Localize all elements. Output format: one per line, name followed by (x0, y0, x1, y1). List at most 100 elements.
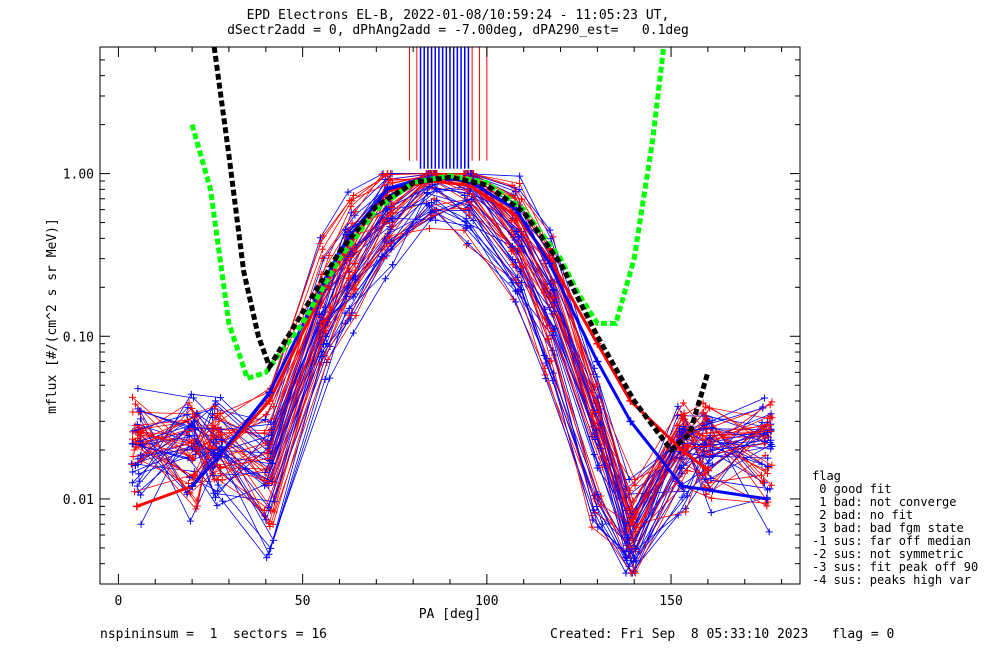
red-data-point (766, 421, 774, 429)
red-data-point (351, 208, 359, 216)
red-data-point (266, 427, 274, 435)
red-data-point (509, 247, 517, 255)
blue-data-point (632, 557, 640, 565)
flag-legend-item: 1 bad: not converge (812, 495, 957, 509)
blue-data-point (550, 285, 558, 293)
blue-data-point (128, 479, 136, 487)
blue-trace-line (139, 183, 768, 563)
blue-data-point (218, 443, 226, 451)
red-data-point (130, 488, 138, 496)
red-data-point (763, 502, 771, 510)
red-data-point (543, 322, 551, 330)
red-data-point (352, 266, 360, 274)
red-data-point (263, 448, 271, 456)
blue-data-point (760, 394, 768, 402)
blue-data-point (511, 236, 519, 244)
blue-data-point (128, 440, 136, 448)
blue-trace-line (142, 178, 772, 568)
blue-trace-line (132, 199, 768, 559)
blue-data-point (344, 188, 352, 196)
blue-data-point (680, 461, 688, 469)
blue-data-point (351, 272, 359, 280)
blue-data-point (137, 520, 145, 528)
x-tick-label: 150 (659, 594, 682, 609)
red-data-point (210, 475, 218, 483)
blue-data-point (427, 208, 435, 216)
blue-data-point (187, 390, 195, 398)
red-data-point (186, 489, 194, 497)
blue-data-point (219, 497, 227, 505)
red-data-point (386, 240, 394, 248)
red-data-point (265, 519, 273, 527)
red-trace-line (134, 201, 764, 553)
blue-data-point (674, 402, 682, 410)
blue-trace-line (132, 185, 770, 556)
red-median-point (678, 445, 687, 454)
red-data-point (757, 471, 765, 479)
blue-data-point (190, 394, 198, 402)
red-data-point (388, 203, 396, 211)
red-data-point (210, 402, 218, 410)
blue-data-point (766, 485, 774, 493)
blue-data-point (767, 436, 775, 444)
blue-data-point (133, 482, 141, 490)
blue-data-point (267, 544, 275, 552)
red-data-point (351, 260, 359, 268)
flag-legend-item: 3 bad: bad fgm state (812, 521, 964, 535)
red-data-point (589, 408, 597, 416)
red-data-point (271, 479, 279, 487)
blue-median-point (626, 417, 635, 426)
blue-trace-line (140, 201, 771, 553)
red-data-point (262, 411, 270, 419)
red-data-point (766, 412, 774, 420)
blue-data-point (213, 502, 221, 510)
blue-data-point (347, 209, 355, 217)
blue-data-point (541, 305, 549, 313)
blue-data-point (517, 278, 525, 286)
red-data-point (385, 177, 393, 185)
y-tick-label: 1.00 (63, 168, 94, 183)
red-data-point (352, 312, 360, 320)
red-data-point (708, 494, 716, 502)
red-trace-line (132, 207, 768, 575)
red-data-point (759, 477, 767, 485)
blue-data-point (460, 191, 468, 199)
blue-data-point (594, 394, 602, 402)
blue-data-point (590, 364, 598, 372)
blue-data-point (216, 394, 224, 402)
blue-data-point (624, 534, 632, 542)
blue-data-point (542, 375, 550, 383)
red-data-point (317, 320, 325, 328)
red-data-point (211, 424, 219, 432)
blue-median-point (545, 259, 554, 268)
blue-data-point (514, 233, 522, 241)
red-data-point (422, 170, 430, 178)
red-median-point (265, 396, 274, 405)
red-data-point (189, 454, 197, 462)
red-data-point (705, 404, 713, 412)
x-tick-label: 100 (475, 594, 498, 609)
red-data-point (211, 412, 219, 420)
footer-right: Created: Fri Sep 8 05:33:10 2023 flag = … (550, 627, 895, 642)
red-data-point (134, 408, 142, 416)
blue-data-point (349, 329, 357, 337)
red-data-point (627, 521, 635, 529)
red-data-point (699, 435, 707, 443)
blue-data-point (758, 460, 766, 468)
blue-data-point (131, 461, 139, 469)
red-data-point (191, 470, 199, 478)
blue-data-point (341, 226, 349, 234)
red-data-point (318, 254, 326, 262)
red-data-point (193, 502, 201, 510)
blue-trace-line (140, 210, 770, 559)
blue-data-point (187, 420, 195, 428)
blue-data-point (463, 222, 471, 230)
blue-data-point (130, 427, 138, 435)
blue-data-point (708, 424, 716, 432)
blue-data-point (700, 421, 708, 429)
blue-data-point (516, 172, 524, 180)
footer-left: nspininsum = 1 sectors = 16 (100, 627, 327, 642)
blue-data-point (589, 506, 597, 514)
blue-data-point (546, 226, 554, 234)
blue-data-point (214, 481, 222, 489)
